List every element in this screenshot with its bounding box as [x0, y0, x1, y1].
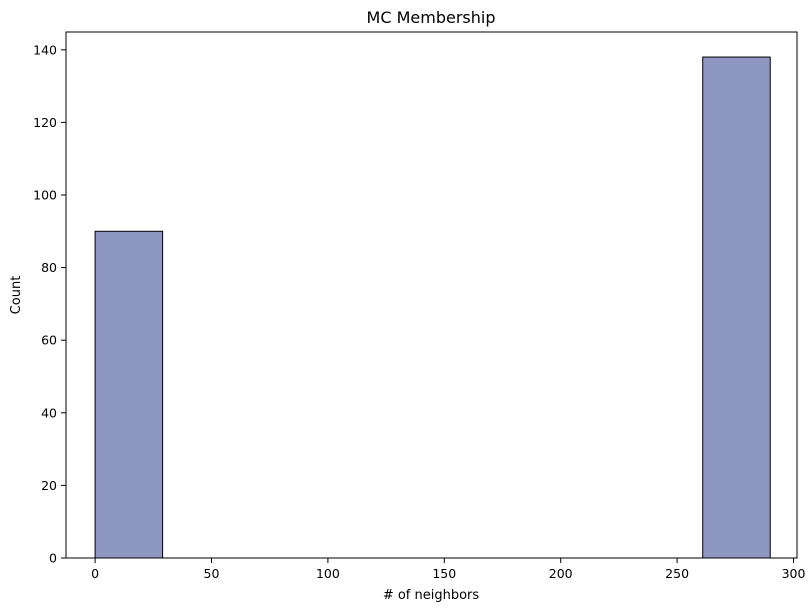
x-tick-label: 150 — [432, 566, 456, 581]
y-tick-label: 0 — [49, 551, 57, 566]
y-axis-ticks: 0 20 40 60 80 100 120 140 — [33, 42, 66, 566]
y-tick-label: 80 — [41, 260, 57, 275]
x-tick-label: 200 — [549, 566, 573, 581]
x-tick-label: 300 — [782, 566, 806, 581]
x-tick-label: 100 — [316, 566, 340, 581]
x-axis-ticks: 0 50 100 150 200 250 300 — [91, 558, 805, 581]
y-tick-label: 60 — [41, 333, 57, 348]
histogram-bar — [94, 230, 164, 559]
y-tick-label: 40 — [41, 405, 57, 420]
y-axis-label: Count — [9, 276, 24, 315]
histogram-bar — [702, 56, 771, 559]
y-tick-label: 20 — [41, 478, 57, 493]
chart-title: MC Membership — [367, 8, 496, 27]
x-tick-label: 50 — [204, 566, 220, 581]
y-tick-label: 120 — [33, 115, 57, 130]
bars-layer — [94, 56, 771, 559]
y-tick-label: 140 — [33, 42, 57, 57]
x-tick-label: 250 — [665, 566, 689, 581]
x-tick-label: 0 — [91, 566, 99, 581]
x-axis-label: # of neighbors — [383, 588, 480, 603]
plot-frame — [65, 31, 798, 559]
y-tick-label: 100 — [33, 187, 57, 202]
